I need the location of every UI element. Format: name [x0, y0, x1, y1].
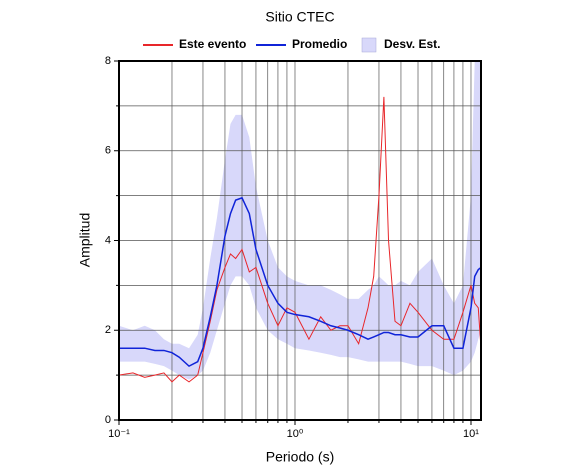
legend-label: Este evento [179, 37, 246, 51]
y-tick-label: 6 [105, 145, 111, 157]
chart-title: Sitio CTEC [265, 9, 334, 25]
x-tick-label: 10⁰ [287, 428, 304, 440]
x-axis-label: Periodo (s) [266, 449, 334, 465]
x-tick-label: 10¹ [463, 428, 479, 440]
legend-label: Desv. Est. [384, 37, 440, 51]
y-tick-label: 0 [105, 414, 111, 426]
legend-swatch [361, 37, 377, 53]
y-tick-label: 8 [105, 55, 111, 67]
series-line [119, 196, 482, 368]
series-line [118, 96, 482, 383]
y-axis-label: Amplitud [77, 213, 93, 267]
x-tick-label: 10⁻¹ [108, 428, 130, 440]
y-tick-label: 4 [105, 234, 111, 246]
y-tick-label: 2 [105, 324, 111, 336]
std-band [119, 61, 481, 380]
legend-label: Promedio [292, 37, 347, 51]
